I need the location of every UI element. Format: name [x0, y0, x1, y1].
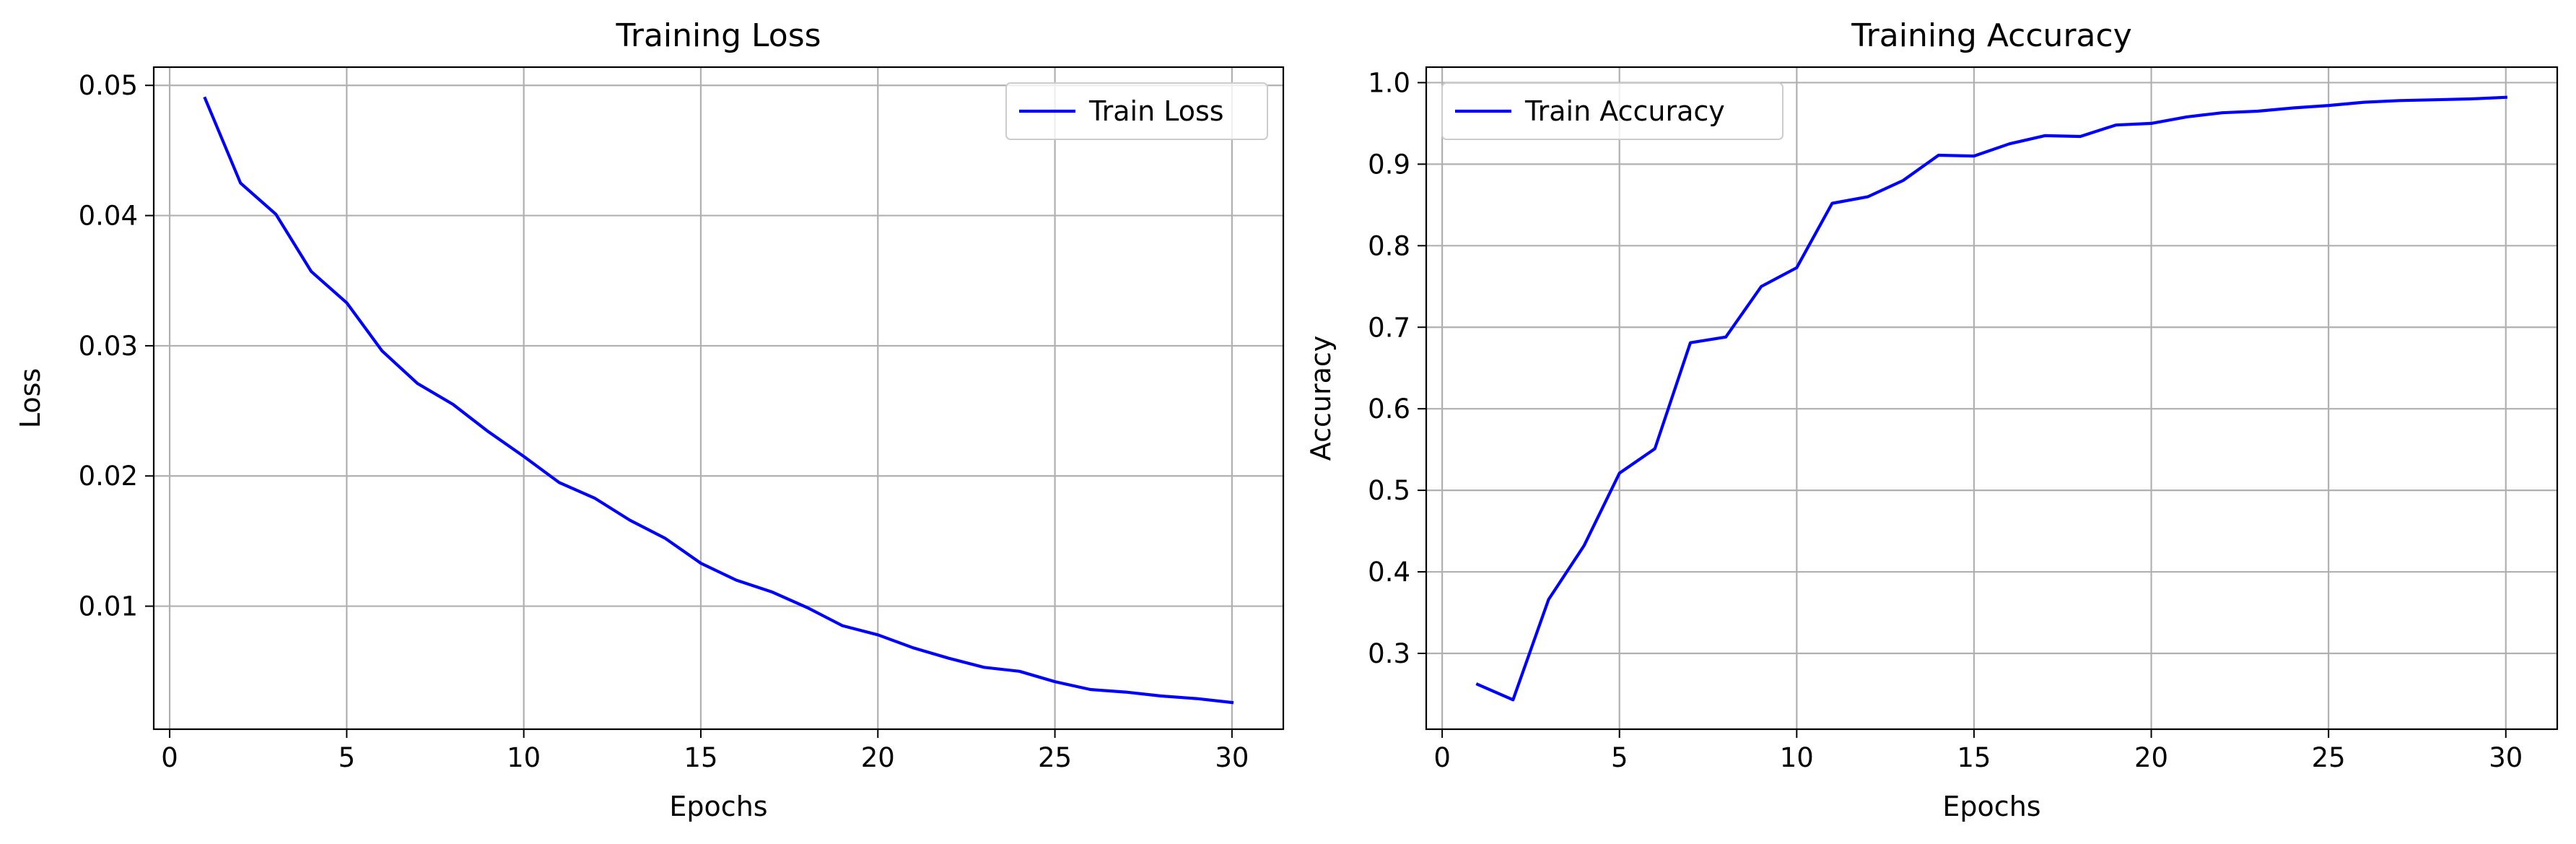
legend-label: Train Loss [1088, 95, 1224, 127]
x-tick-label: 20 [2134, 742, 2168, 773]
x-axis-label: Epochs [669, 791, 767, 822]
legend: Train Accuracy [1441, 82, 1783, 140]
x-tick-label: 30 [2489, 742, 2523, 773]
axes-frame [152, 66, 1285, 731]
legend-label: Train Accuracy [1524, 95, 1725, 127]
x-tick-label: 10 [507, 742, 541, 773]
y-tick-label: 0.01 [79, 591, 138, 622]
series-line [1475, 95, 2507, 702]
legend-box [1005, 82, 1268, 140]
y-tick-label: 0.5 [1368, 475, 1410, 506]
x-tick-label: 15 [684, 742, 717, 773]
y-axis-label: Accuracy [1305, 336, 1337, 461]
y-tick-label: 0.6 [1368, 393, 1410, 425]
y-tick-label: 0.02 [79, 461, 138, 492]
x-tick-label: 5 [1611, 742, 1628, 773]
legend-box [1441, 82, 1783, 140]
x-tick-label: 5 [339, 742, 356, 773]
x-tick-label: 0 [161, 742, 178, 773]
chart-panel-1: 0 5 10 15 20 25 30 0.01 0.02 0.03 0.04 0.05 Training… [14, 17, 1285, 822]
x-tick-label: 30 [1215, 742, 1249, 773]
y-tick-label: 0.8 [1368, 230, 1410, 261]
x-tick-label: 15 [1957, 742, 1991, 773]
y-tick-label: 0.04 [79, 201, 138, 232]
y-axis-label: Loss [14, 368, 46, 428]
x-tick-label: 25 [2312, 742, 2346, 773]
y-tick-label: 0.05 [79, 70, 138, 101]
y-tick-label: 0.03 [79, 331, 138, 362]
series-line [203, 96, 1234, 705]
y-tick-label: 0.9 [1368, 149, 1410, 180]
y-tick-label: 1.0 [1368, 67, 1410, 98]
chart-title: Training Loss [615, 17, 821, 54]
x-axis-label: Epochs [1942, 791, 2040, 822]
x-tick-label: 25 [1038, 742, 1072, 773]
y-tick-label: 0.3 [1368, 638, 1410, 669]
x-tick-label: 10 [1780, 742, 1814, 773]
x-tick-label: 0 [1433, 742, 1451, 773]
chart-title: Training Accuracy [1851, 17, 2131, 54]
chart-panel-2: 0 5 10 15 20 25 30 0.3 0.4 0.5 0.6 0.7 0.8 0.9 1.0 Trai… [1305, 17, 2559, 822]
x-tick-label: 20 [861, 742, 895, 773]
legend: Train Loss [1005, 82, 1268, 140]
axes-frame [1425, 66, 2559, 731]
y-tick-label: 0.7 [1368, 312, 1410, 343]
y-tick-label: 0.4 [1368, 557, 1410, 588]
